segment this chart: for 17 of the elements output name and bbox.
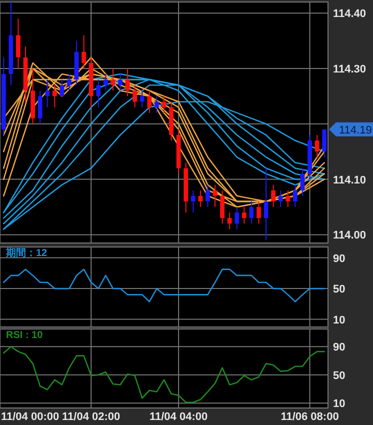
y-tick-label: 10 — [333, 398, 346, 410]
y-tick-label: 50 — [333, 284, 346, 296]
y-tick-label: 114.10 — [333, 174, 366, 186]
text: 114.19 — [339, 124, 372, 136]
y-tick-label: 114.40 — [333, 8, 366, 20]
x-tick-label: 11/06 08:00 — [280, 411, 339, 423]
x-tick-label: 11/04 02:00 — [62, 411, 120, 423]
y-tick-label: 90 — [333, 342, 346, 354]
axis-label: 11/04 00:00 — [1, 411, 60, 423]
y-tick-label: 114.00 — [333, 230, 366, 242]
y-tick-label: 10 — [333, 314, 346, 326]
chart-title: RSI : 10 — [6, 330, 44, 341]
y-tick-label: 114.30 — [333, 63, 366, 76]
y-tick-label: 50 — [333, 370, 346, 382]
y-tick-label: 90 — [333, 252, 346, 265]
chart-title: 期間：12 — [5, 247, 48, 259]
x-tick-label: 11/04 04:00 — [150, 411, 208, 423]
